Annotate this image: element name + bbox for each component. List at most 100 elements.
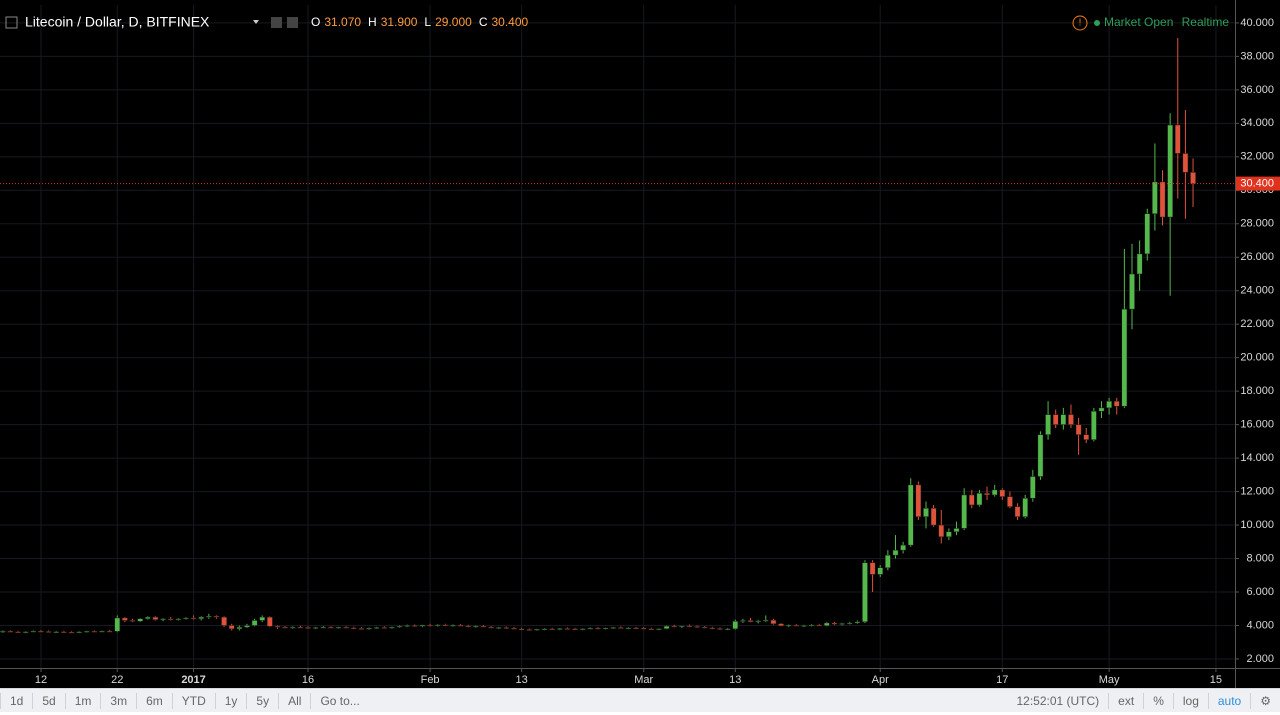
y-tick-label: 18.000 <box>1240 385 1274 397</box>
candle-body <box>221 616 227 626</box>
candle-body <box>274 626 281 628</box>
range-button[interactable]: 5y <box>256 693 270 708</box>
candle-body <box>549 628 555 631</box>
candle-body <box>511 628 517 630</box>
y-tick-label: 14.000 <box>1240 452 1274 464</box>
candle-body <box>312 627 319 629</box>
option-button[interactable]: log <box>1182 693 1199 708</box>
candle-body <box>259 616 266 621</box>
candle-body <box>648 628 655 631</box>
candle-body <box>930 508 937 526</box>
candle-body <box>1007 496 1013 507</box>
candle-body <box>289 626 296 629</box>
last-price-label: 30.400 <box>1240 178 1274 190</box>
candle-body <box>1014 506 1021 517</box>
candle-body <box>816 624 823 627</box>
candle-body <box>175 618 182 621</box>
separator <box>1207 692 1209 709</box>
candle-body <box>740 620 746 622</box>
candle-body <box>839 623 845 625</box>
candle-body <box>831 622 838 625</box>
collapse-icon[interactable] <box>5 16 18 29</box>
candle-body <box>801 625 807 627</box>
candle-body <box>1113 400 1120 407</box>
candle-body <box>1121 308 1128 407</box>
settings-icon[interactable] <box>271 17 282 28</box>
separator <box>1108 692 1110 709</box>
separator <box>246 692 248 709</box>
candle-body <box>961 494 967 529</box>
range-button[interactable]: 1y <box>224 693 238 708</box>
candle-body <box>724 628 731 631</box>
candle-body <box>144 616 151 620</box>
candle-body <box>45 631 52 633</box>
x-tick-label: Apr <box>872 674 889 686</box>
candle-body <box>923 508 929 517</box>
y-tick-label: 28.000 <box>1240 218 1274 230</box>
goto-button[interactable]: Go to... <box>320 693 360 708</box>
candle-body <box>183 617 189 620</box>
candle-body <box>679 625 685 628</box>
y-tick-label: 34.000 <box>1240 117 1274 129</box>
candle-body <box>76 631 82 634</box>
candle-body <box>320 626 327 629</box>
ohlc-value: 30.400 <box>491 15 528 29</box>
range-button[interactable]: All <box>288 693 302 708</box>
candle-body <box>488 626 494 629</box>
x-tick-label: 22 <box>111 674 123 686</box>
y-tick-label: 40.000 <box>1240 17 1274 29</box>
candle-body <box>465 625 472 628</box>
candle-body <box>122 617 128 621</box>
candle-body <box>755 620 761 623</box>
candle-body <box>328 626 334 629</box>
x-tick-label: 13 <box>516 674 528 686</box>
candle-body <box>366 627 372 630</box>
candle-body <box>526 629 533 631</box>
range-button[interactable]: 3m <box>110 693 128 708</box>
range-button[interactable]: 5d <box>42 693 56 708</box>
x-tick-label: 13 <box>729 674 741 686</box>
candle-body <box>946 531 952 538</box>
ohlc-label: L <box>424 15 431 29</box>
candle-body <box>404 625 411 627</box>
candle-body <box>358 628 365 630</box>
y-tick-label: 2.000 <box>1246 653 1274 665</box>
candle-body <box>1144 213 1151 255</box>
candle-body <box>732 621 739 630</box>
candle-body <box>671 625 678 628</box>
range-button[interactable]: 6m <box>146 693 163 708</box>
dropdown-arrow[interactable] <box>253 20 259 24</box>
ohlc-label: O <box>311 15 320 29</box>
candle-body <box>442 624 449 627</box>
option-button[interactable]: % <box>1153 693 1164 708</box>
candle-body <box>450 625 456 627</box>
candle-body <box>846 622 853 625</box>
candle-body <box>1106 400 1112 409</box>
range-button[interactable]: 1m <box>74 693 92 708</box>
option-button[interactable]: ext <box>1118 693 1135 708</box>
toolbar: 1d 5d 1m 3m 6m YTD 1y 5y All Go to... 12:52:01 (UT… <box>0 688 1280 712</box>
candle-body <box>167 618 174 621</box>
status-dot <box>1094 20 1100 26</box>
candle-body <box>572 628 578 631</box>
candle-body <box>1190 172 1196 184</box>
candle-body <box>228 625 235 630</box>
candle-body <box>68 631 75 634</box>
candle-body <box>656 628 662 630</box>
candle-body <box>503 627 510 629</box>
candle-body <box>709 627 716 630</box>
settings-button[interactable]: ⚙ <box>1260 693 1271 708</box>
candle-body <box>1091 410 1097 440</box>
candle-body <box>602 627 609 630</box>
candle-body <box>534 629 540 631</box>
range-button[interactable]: YTD <box>181 693 206 708</box>
y-tick-label: 36.000 <box>1240 84 1274 96</box>
candle-body <box>701 626 708 629</box>
close-icon[interactable] <box>287 17 298 28</box>
alert-icon[interactable] <box>1072 15 1088 31</box>
candle-body <box>770 619 777 625</box>
option-button[interactable]: auto <box>1217 693 1242 708</box>
range-button[interactable]: 1d <box>10 693 24 708</box>
candle-body <box>419 624 426 627</box>
